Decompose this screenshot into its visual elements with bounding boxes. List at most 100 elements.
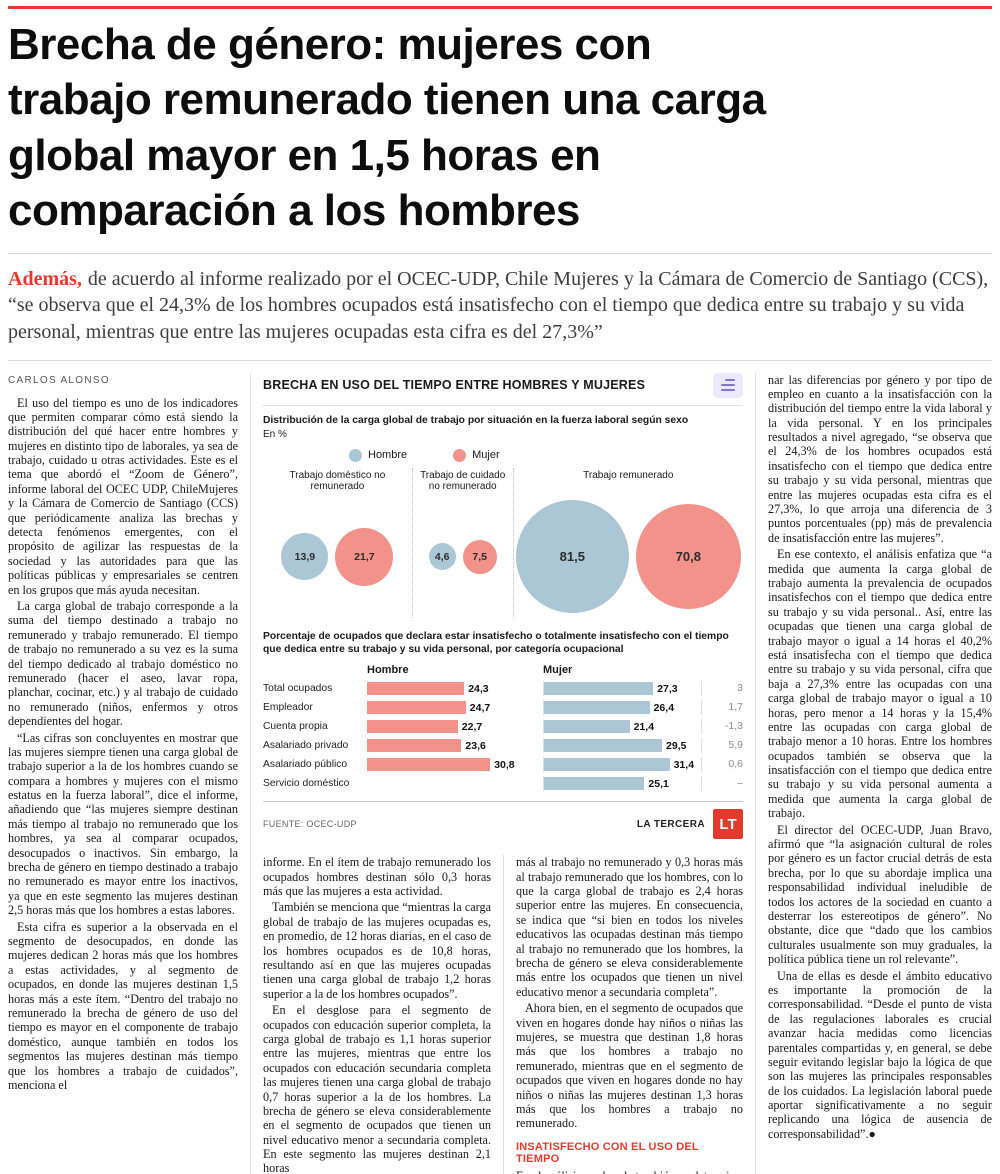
legend-item-hombre: Hombre: [349, 448, 408, 462]
bar-row: Asalariado público 30,8 31,4 0,6: [263, 757, 743, 773]
infographic-header: BRECHA EN USO DEL TIEMPO ENTRE HOMBRES Y…: [263, 372, 743, 406]
headline-line: global mayor en 1,5 horas en: [8, 130, 601, 180]
bubble-group-domestico: Trabajo doméstico no remunerado 13,9 21,7: [263, 468, 412, 618]
infographic-title: BRECHA EN USO DEL TIEMPO ENTRE HOMBRES Y…: [263, 378, 646, 393]
bar-chart-title: Porcentaje de ocupados que declara estar…: [263, 630, 729, 655]
bar-hombre: 24,3: [367, 681, 543, 696]
bubble-mujer: 21,7: [335, 527, 394, 586]
paragraph: En el desglose para el segmento de ocupa…: [263, 1003, 491, 1174]
bar-mujer: 29,5: [543, 738, 701, 754]
bar-category-label: Asalariado público: [263, 759, 348, 771]
bar-difference: 0,6: [701, 757, 743, 773]
headline-line: comparación a los hombres: [8, 186, 580, 236]
bar-mujer: 21,4: [543, 719, 701, 735]
paragraph: En ese contexto, el análisis enfatiza qu…: [768, 547, 992, 821]
headline-line: trabajo remunerado tienen una carga: [8, 75, 766, 125]
divider: [8, 252, 992, 254]
infographic-footer: FUENTE: OCEC-UDP LA TERCERA LT: [263, 801, 743, 841]
divider: [8, 359, 992, 361]
bar-header-mujer: Mujer: [543, 664, 573, 677]
bar-mujer: 26,4: [543, 700, 701, 716]
bar-difference: 3: [701, 681, 743, 697]
bubble-chart-title: Distribución de la carga global de traba…: [263, 414, 689, 426]
chart-credit: LA TERCERA LT: [636, 809, 743, 840]
paragraph: “Las cifras son concluyentes en mostrar …: [8, 730, 238, 918]
bar-category-label: Cuenta propia: [263, 721, 328, 733]
bubble-group-cuidado: Trabajo de cuidado no remunerado 4,6 7,5: [411, 467, 513, 618]
legend-dot-mujer-icon: [453, 448, 467, 462]
paragraph: El uso del tiempo es uno de los indicado…: [8, 395, 238, 597]
bubble-group-label: Trabajo doméstico no remunerado: [289, 469, 386, 493]
bar-category-label: Asalariado privado: [263, 740, 349, 752]
paragraph: Esta cifra es superior a la observada en…: [8, 919, 238, 1092]
legend-dot-hombre-icon: [349, 448, 362, 462]
bar-difference: 1,7: [701, 700, 743, 716]
bar-category-label: Empleador: [263, 702, 313, 714]
top-red-rule: [8, 6, 992, 9]
bubble-row: 81,5 70,8: [514, 496, 743, 618]
column-mid-2: más al trabajo no remunerado y 0,3 horas…: [503, 855, 743, 1174]
bar-mujer: 25,1: [543, 776, 701, 792]
bar-row: Cuenta propia 22,7 21,4 -1,3: [263, 719, 743, 735]
bar-hombre: 24,7: [367, 700, 543, 715]
bar-mujer: 27,3: [543, 681, 701, 697]
bar-header-hombre: Hombre: [367, 664, 409, 677]
paragraph: informe. En el ítem de trabajo remunerad…: [263, 855, 491, 899]
bubble-group-label: Trabajo remunerado: [583, 469, 674, 481]
lt-logo: LT: [713, 809, 743, 840]
legend-item-mujer: Mujer: [453, 448, 500, 462]
lede: Además, de acuerdo al informe realizado p…: [8, 266, 992, 346]
hamburger-menu-icon[interactable]: [713, 372, 743, 398]
credit-label: LA TERCERA: [636, 818, 705, 830]
column-mid-1: informe. En el ítem de trabajo remunerad…: [263, 855, 503, 1174]
paragraph: La carga global de trabajo corresponde a…: [8, 599, 238, 729]
paragraph: Una de ellas es desde el ámbito educativ…: [768, 968, 992, 1141]
article-body: CARLOS ALONSO El uso del tiempo es uno d…: [8, 372, 992, 1174]
bubble-chart: Trabajo doméstico no remunerado 13,9 21,7…: [263, 467, 743, 618]
legend-label-hombre: Hombre: [368, 449, 408, 462]
bubble-hombre: 13,9: [281, 533, 329, 581]
section-subhead: INSATISFECHO CON EL USO DEL TIEMPO: [516, 1140, 699, 1165]
infographic: BRECHA EN USO DEL TIEMPO ENTRE HOMBRES Y…: [263, 372, 743, 842]
byline: CARLOS ALONSO: [8, 374, 110, 386]
bar-difference: 5,9: [701, 738, 743, 754]
bar-chart: Hombre Mujer Total ocupados 24,3 27,3 3 Empl…: [263, 664, 743, 792]
bubble-group-label: Trabajo de cuidado no remunerado: [420, 469, 506, 493]
bar-row: Servicio doméstico 25,1–: [263, 776, 743, 792]
headline-line: Brecha de género: mujeres con: [8, 20, 652, 69]
bar-category-label: Total ocupados: [263, 683, 333, 695]
paragraph: El director del OCEC-UDP, Juan Bravo, af…: [768, 822, 992, 967]
column-left: CARLOS ALONSO El uso del tiempo es uno d…: [8, 372, 251, 1174]
bubble-mujer: 7,5: [462, 539, 497, 574]
column-right: nar las diferencias por género y por tip…: [755, 372, 992, 1174]
chart-source: FUENTE: OCEC-UDP: [263, 819, 357, 830]
bar-hombre: 23,6: [367, 738, 543, 753]
bubble-chart-unit: En %: [263, 428, 287, 440]
bar-hombre: 22,7: [367, 719, 543, 734]
bar-row: Total ocupados 24,3 27,3 3: [263, 681, 743, 697]
bubble-group-remunerado: Trabajo remunerado 81,5 70,8: [512, 467, 743, 618]
headline: Brecha de género: mujeres con trabajo re…: [8, 17, 992, 239]
bubble-hombre: 4,6: [428, 543, 456, 571]
bar-mujer: 31,4: [543, 757, 701, 773]
bar-hombre: 30,8: [367, 757, 543, 772]
bar-chart-rows: Total ocupados 24,3 27,3 3 Empleador 24,7 26,4…: [263, 681, 743, 792]
paragraph: También se menciona que “mientras la car…: [263, 900, 491, 1001]
bar-row: Empleador 24,7 26,4 1,7: [263, 700, 743, 716]
paragraph: más al trabajo no remunerado y 0,3 horas…: [516, 855, 743, 999]
legend-label-mujer: Mujer: [472, 449, 500, 462]
bubble-mujer: 70,8: [635, 504, 741, 610]
bar-row: Asalariado privado 23,6 29,5 5,9: [263, 738, 743, 754]
chart-legend: Hombre Mujer: [349, 448, 743, 462]
bubble-hombre: 81,5: [515, 500, 629, 614]
column-center: BRECHA EN USO DEL TIEMPO ENTRE HOMBRES Y…: [251, 372, 755, 1174]
lede-lead-in: Además,: [8, 267, 82, 290]
paragraph: En el análisis se ahonda también en dete…: [516, 1169, 743, 1174]
paragraph: nar las diferencias por género y por tip…: [768, 372, 992, 545]
bar-category-label: Servicio doméstico: [263, 778, 350, 790]
bar-difference: –: [701, 776, 743, 792]
center-text-columns: informe. En el ítem de trabajo remunerad…: [263, 855, 743, 1174]
bar-hombre: [367, 776, 543, 791]
bubble-row: 13,9 21,7: [263, 496, 412, 618]
